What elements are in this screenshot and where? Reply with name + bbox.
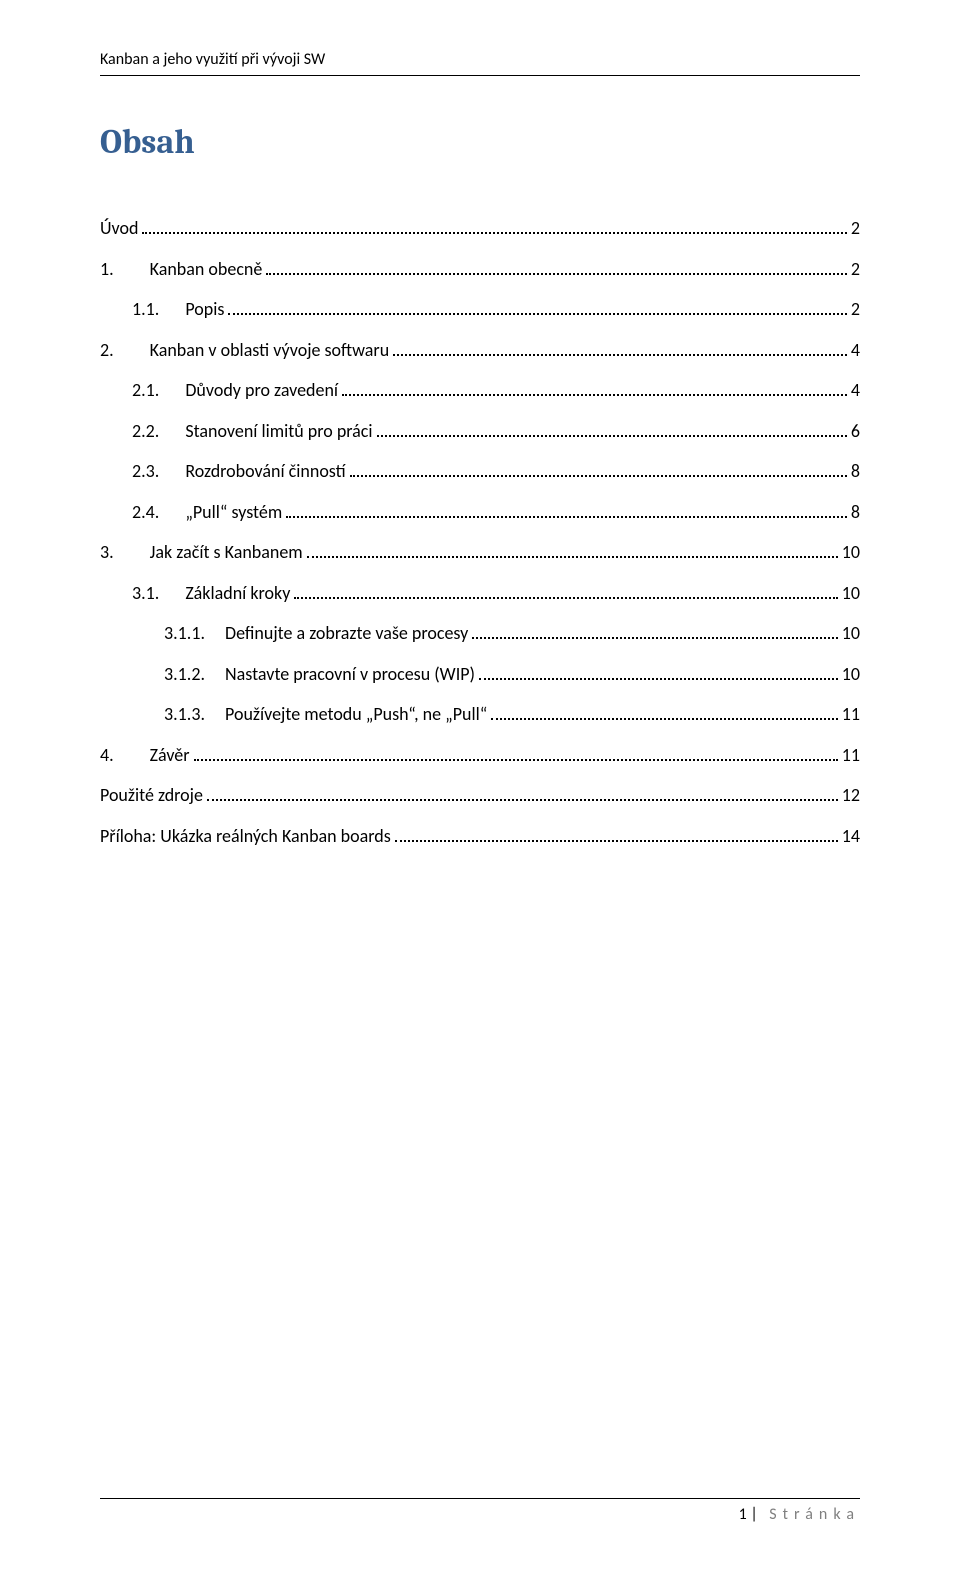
toc-row: Úvod 2 <box>100 208 860 249</box>
toc-leader-dots <box>472 623 837 639</box>
toc-entry-number: 2.2. <box>132 420 159 442</box>
toc-row: Příloha: Ukázka reálných Kanban boards 1… <box>100 816 860 857</box>
toc-entry-text: Stanovení limitů pro práci <box>185 420 372 442</box>
toc-row: 3. Jak začít s Kanbanem 10 <box>100 532 860 573</box>
toc-entry-page: 10 <box>842 654 860 695</box>
toc-row: 2. Kanban v oblasti vývoje softwaru 4 <box>100 330 860 371</box>
toc-entry-label: Použité zdroje <box>100 775 203 816</box>
toc-entry-text: Jak začít s Kanbanem <box>150 541 303 563</box>
toc-entry-text: Důvody pro zavedení <box>185 379 338 401</box>
toc-row: Použité zdroje 12 <box>100 775 860 816</box>
doc-header: Kanban a jeho využití při vývoji SW <box>100 50 860 76</box>
toc-entry-number: 4. <box>100 744 114 766</box>
toc-entry-page: 11 <box>842 735 860 776</box>
toc-entry-page: 14 <box>842 816 860 857</box>
toc-entry-label: Úvod <box>100 208 138 249</box>
page: Kanban a jeho využití při vývoji SW Obsa… <box>0 0 960 1588</box>
toc-entry-text: Používejte metodu „Push“, ne „Pull“ <box>225 703 487 725</box>
footer-separator: | <box>750 1505 761 1524</box>
toc-leader-dots <box>342 380 847 396</box>
toc-entry-label: 4. Závěr <box>100 735 190 776</box>
toc-entry-number: 3.1.2. <box>164 663 205 685</box>
toc-entry-number: 3.1.1. <box>164 622 205 644</box>
toc-leader-dots <box>286 501 847 517</box>
toc-entry-label: 3.1. Základní kroky <box>132 573 290 614</box>
toc-entry-label: 2.2. Stanovení limitů pro práci <box>132 411 373 452</box>
toc-entry-number: 2.1. <box>132 379 159 401</box>
toc-entry-number: 1. <box>100 258 114 280</box>
toc-leader-dots <box>266 258 847 274</box>
toc-entry-page: 2 <box>851 249 860 290</box>
toc-entry-number: 2.4. <box>132 501 159 523</box>
toc-entry-page: 12 <box>842 775 860 816</box>
toc-entry-label: 2.3. Rozdrobování činností <box>132 451 346 492</box>
toc-entry-text: Závěr <box>150 744 190 766</box>
toc-entry-page: 11 <box>842 694 860 735</box>
footer-page-label: Stránka <box>769 1505 860 1524</box>
toc-entry-label: 3.1.2. Nastavte pracovní v procesu (WIP) <box>164 654 475 695</box>
toc-entry-page: 2 <box>851 289 860 330</box>
toc-row: 4. Závěr 11 <box>100 735 860 776</box>
toc-leader-dots <box>307 542 838 558</box>
toc-entry-page: 8 <box>851 492 860 533</box>
toc-entry-number: 3.1. <box>132 582 159 604</box>
toc-entry-number: 2. <box>100 339 114 361</box>
toc-entry-text: „Pull“ systém <box>185 501 282 523</box>
table-of-contents: Úvod 2 1. Kanban obecně 2 1.1. Popis 2 2. Kanb… <box>100 208 860 856</box>
toc-entry-text: Kanban obecně <box>150 258 263 280</box>
toc-entry-page: 2 <box>851 208 860 249</box>
toc-entry-page: 6 <box>851 411 860 452</box>
toc-entry-number: 3.1.3. <box>164 703 205 725</box>
toc-entry-page: 4 <box>851 330 860 371</box>
toc-entry-label: 2. Kanban v oblasti vývoje softwaru <box>100 330 389 371</box>
toc-leader-dots <box>207 785 838 801</box>
toc-entry-label: 2.4. „Pull“ systém <box>132 492 282 533</box>
toc-row: 2.4. „Pull“ systém 8 <box>100 492 860 533</box>
toc-row: 2.2. Stanovení limitů pro práci 6 <box>100 411 860 452</box>
toc-leader-dots <box>350 461 847 477</box>
toc-row: 3.1.3. Používejte metodu „Push“, ne „Pull… <box>100 694 860 735</box>
page-footer: 1 | Stránka <box>100 1498 860 1524</box>
toc-row: 1.1. Popis 2 <box>100 289 860 330</box>
toc-entry-page: 10 <box>842 613 860 654</box>
toc-leader-dots <box>479 663 838 679</box>
toc-entry-page: 4 <box>851 370 860 411</box>
toc-title: Obsah <box>100 122 860 162</box>
toc-entry-page: 10 <box>842 532 860 573</box>
toc-entry-page: 10 <box>842 573 860 614</box>
toc-entry-text: Základní kroky <box>185 582 290 604</box>
toc-entry-label: 1.1. Popis <box>132 289 224 330</box>
toc-row: 2.1. Důvody pro zavedení 4 <box>100 370 860 411</box>
toc-row: 3.1. Základní kroky 10 <box>100 573 860 614</box>
toc-leader-dots <box>294 582 837 598</box>
toc-entry-text: Definujte a zobrazte vaše procesy <box>225 622 468 644</box>
toc-entry-text: Nastavte pracovní v procesu (WIP) <box>225 663 475 685</box>
toc-entry-label: 1. Kanban obecně <box>100 249 262 290</box>
toc-entry-text: Rozdrobování činností <box>185 460 345 482</box>
toc-leader-dots <box>377 420 847 436</box>
toc-entry-number: 2.3. <box>132 460 159 482</box>
toc-leader-dots <box>228 299 846 315</box>
toc-row: 1. Kanban obecně 2 <box>100 249 860 290</box>
toc-leader-dots <box>142 218 846 234</box>
toc-entry-label: 3.1.1. Definujte a zobrazte vaše procesy <box>164 613 468 654</box>
toc-leader-dots <box>491 704 838 720</box>
toc-leader-dots <box>393 339 847 355</box>
toc-entry-label: 3.1.3. Používejte metodu „Push“, ne „Pull… <box>164 694 487 735</box>
toc-row: 3.1.2.Nastavte pracovní v procesu (WIP) … <box>100 654 860 695</box>
toc-leader-dots <box>395 825 838 841</box>
toc-entry-label: Příloha: Ukázka reálných Kanban boards <box>100 816 391 857</box>
toc-entry-label: 3. Jak začít s Kanbanem <box>100 532 303 573</box>
toc-entry-label: 2.1. Důvody pro zavedení <box>132 370 338 411</box>
toc-entry-text: Kanban v oblasti vývoje softwaru <box>150 339 389 361</box>
doc-header-text: Kanban a jeho využití při vývoji SW <box>100 50 325 69</box>
toc-entry-number: 3. <box>100 541 114 563</box>
toc-entry-number: 1.1. <box>132 298 159 320</box>
toc-row: 2.3. Rozdrobování činností 8 <box>100 451 860 492</box>
toc-entry-page: 8 <box>851 451 860 492</box>
footer-page-number: 1 <box>739 1505 747 1524</box>
toc-entry-text: Popis <box>185 298 224 320</box>
toc-leader-dots <box>194 744 838 760</box>
toc-row: 3.1.1.Definujte a zobrazte vaše procesy … <box>100 613 860 654</box>
